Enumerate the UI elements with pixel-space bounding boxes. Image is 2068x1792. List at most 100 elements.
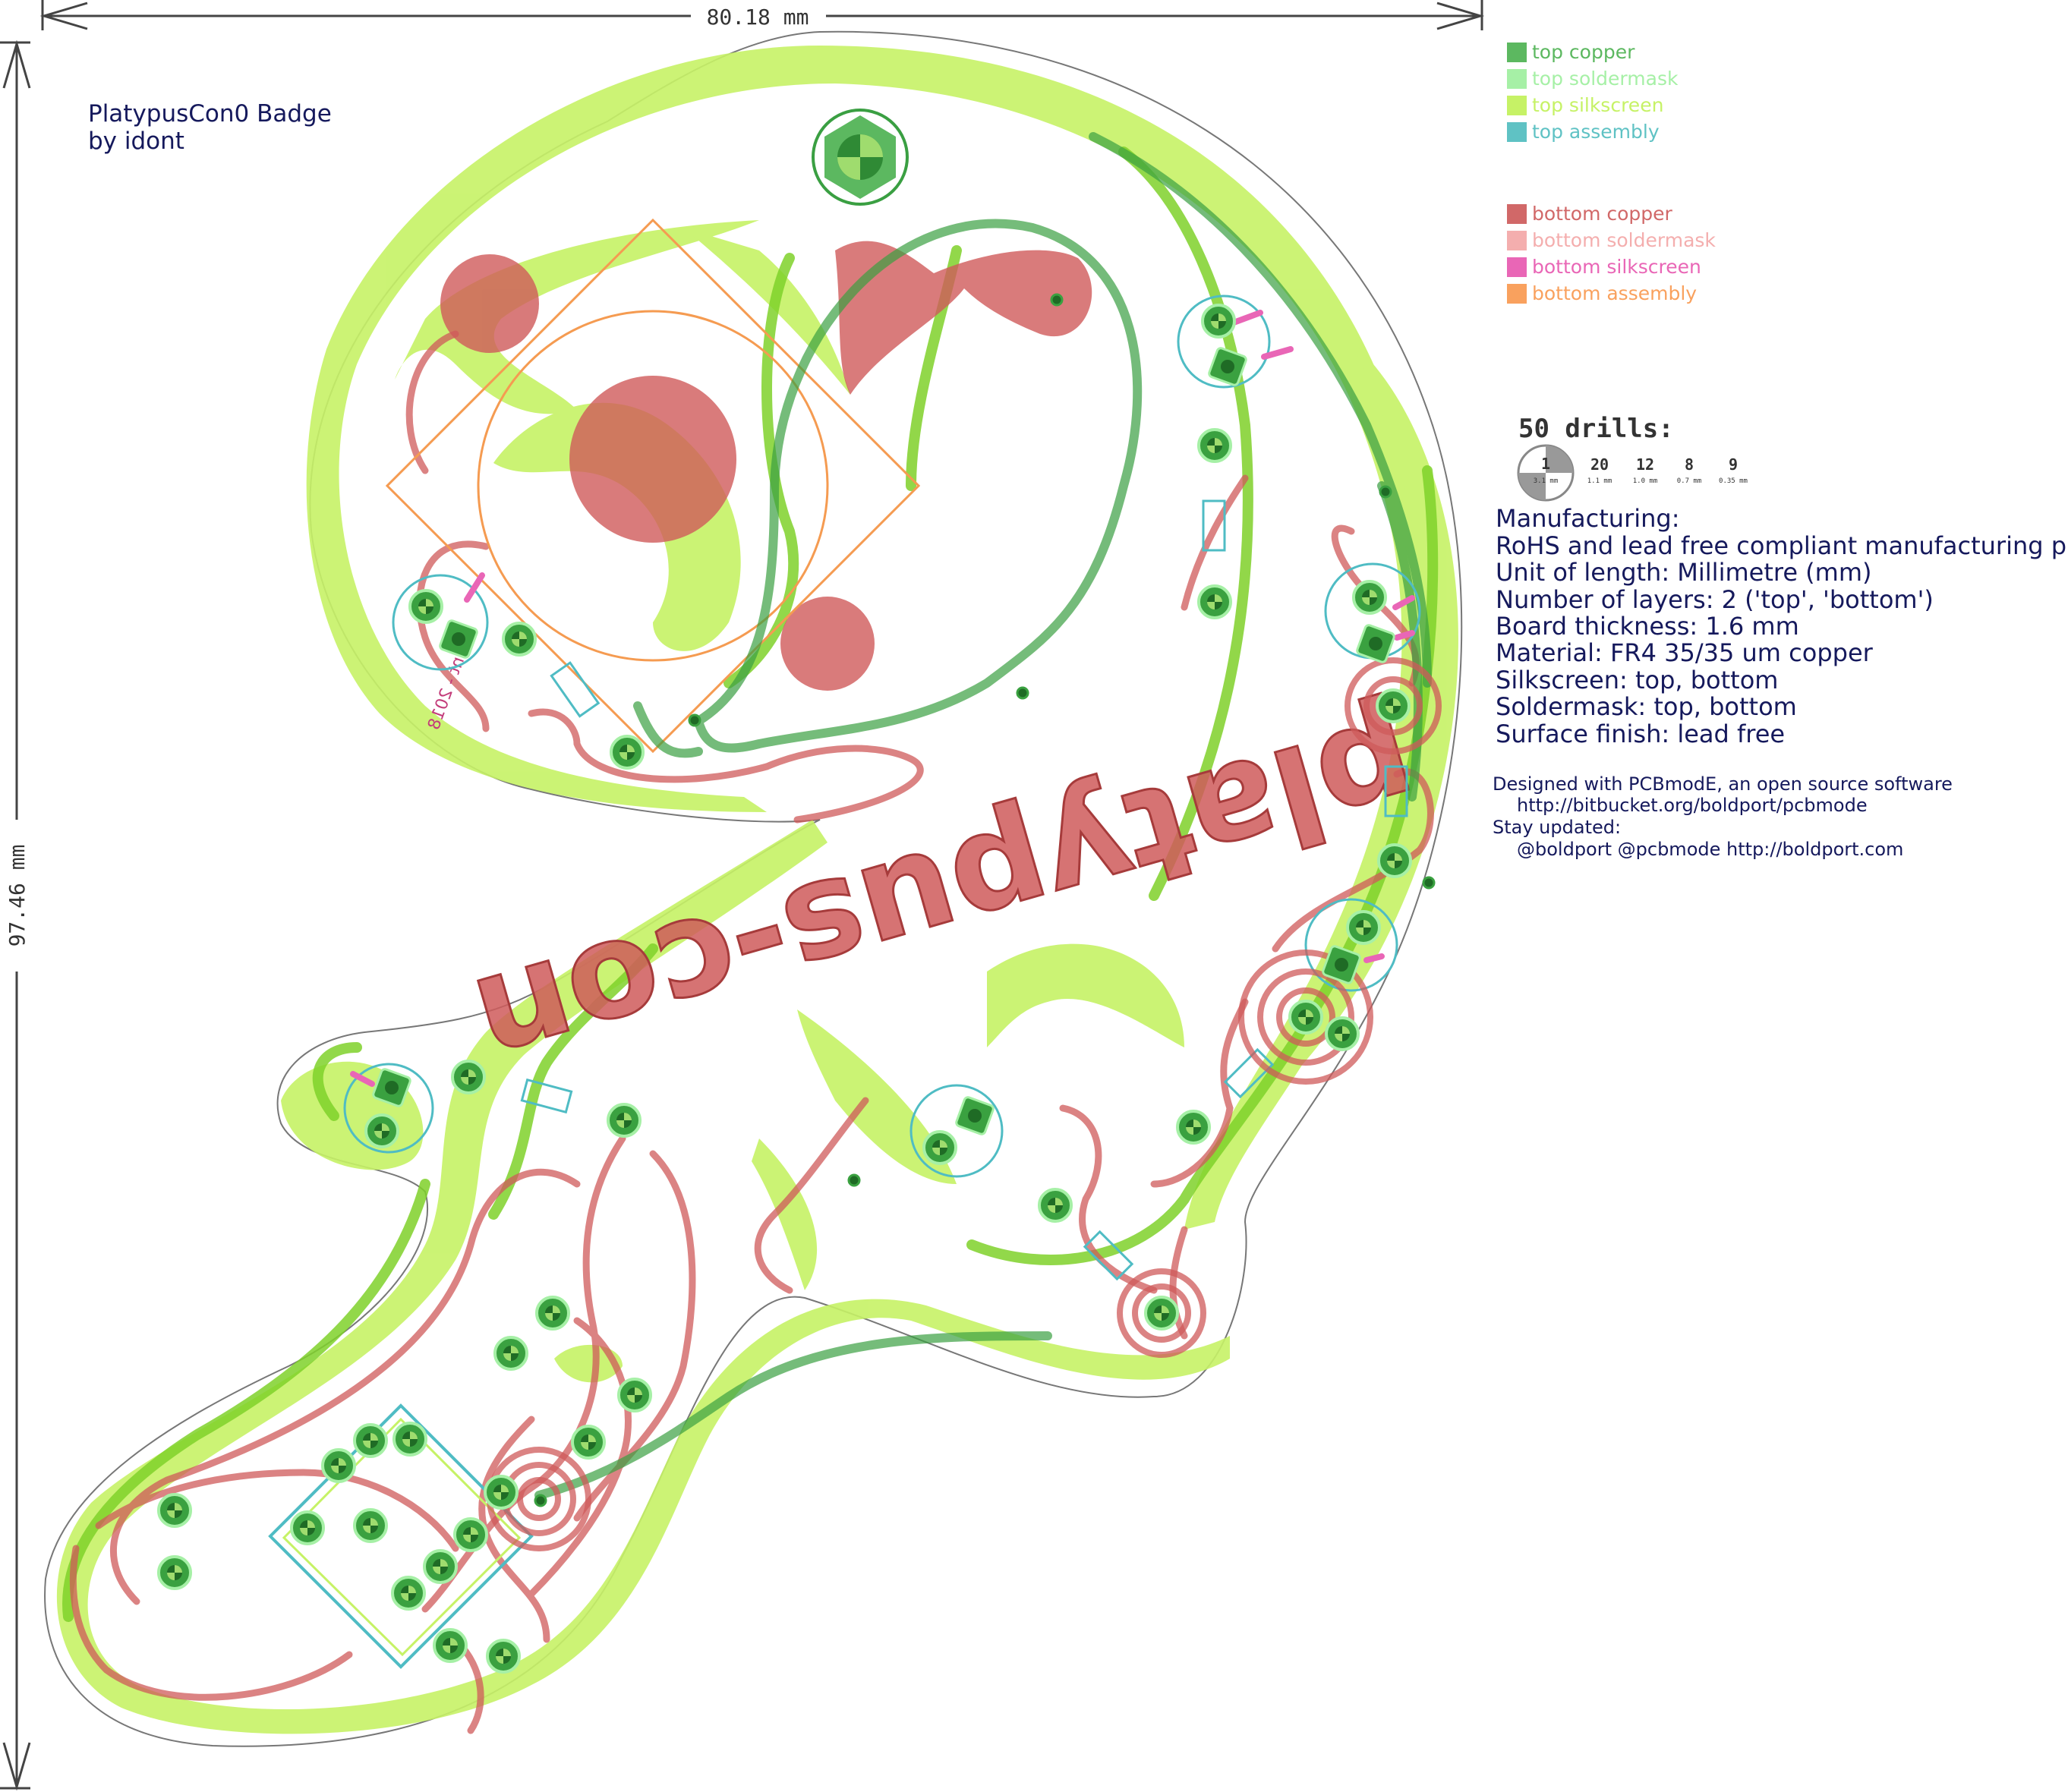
manufacturing-heading: Manufacturing: <box>1496 504 1680 533</box>
design-credits: Designed with PCBmodE, an open source so… <box>1493 773 1953 860</box>
pad <box>1325 1016 1360 1051</box>
manufacturing-line-thickness: Board thickness: 1.6 mm <box>1496 612 1799 641</box>
bottom-assembly-layer <box>385 218 921 754</box>
drill-size-4: 0.7 mm <box>1677 477 1702 485</box>
legend-top-assembly: top assembly <box>1532 121 1660 143</box>
legend-top-silkscreen: top silkscreen <box>1532 94 1663 116</box>
pad <box>157 1555 192 1590</box>
pad <box>157 1493 192 1528</box>
pad <box>353 1423 388 1458</box>
manufacturing-line-soldermask: Soldermask: top, bottom <box>1496 692 1797 721</box>
top-copper-traces <box>534 132 1432 1500</box>
pad <box>484 1475 519 1510</box>
legend-swatch-bottom-soldermask <box>1507 231 1527 250</box>
manufacturing-line-silkscreen: Silkscreen: top, bottom <box>1496 666 1778 694</box>
credits-stay-updated: Stay updated: <box>1493 817 1621 838</box>
drill-count-5: 9 <box>1729 455 1738 474</box>
pad <box>321 1448 356 1483</box>
drill-size-5: 0.35 mm <box>1719 477 1748 485</box>
pad <box>392 1422 427 1457</box>
legend-swatch-top-copper <box>1507 43 1527 62</box>
legend-swatch-top-assembly <box>1507 122 1527 142</box>
pad <box>1197 584 1232 619</box>
legend-swatch-bottom-silkscreen <box>1507 257 1527 277</box>
manufacturing-line-process: RoHS and lead free compliant manufacturi… <box>1496 531 2068 560</box>
legend-bottom-copper: bottom copper <box>1532 203 1673 225</box>
pad <box>502 622 537 657</box>
square-pad-drill <box>1369 637 1382 650</box>
bottom-copper-layer <box>440 241 1092 691</box>
drill-table: 50 drills: 1 3.1 mm 20 1.1 mm 12 1.0 mm … <box>1517 414 1748 502</box>
manufacturing-line-finish: Surface finish: lead free <box>1496 720 1785 748</box>
fiducial-mark <box>812 109 909 206</box>
bottom-copper-traces <box>69 330 1434 1734</box>
pad <box>364 1113 399 1148</box>
drill-count-2: 20 <box>1590 455 1609 474</box>
width-dimension <box>39 0 1485 30</box>
board-title-line1: PlatypusCon0 Badge <box>88 100 332 128</box>
legend-bottom-silkscreen: bottom silkscreen <box>1532 256 1701 278</box>
pad <box>1376 688 1411 723</box>
board-title-line2: by idont <box>88 128 184 155</box>
pad <box>1346 910 1381 945</box>
drill-table-title: 50 drills: <box>1518 414 1674 444</box>
legend: top copper top soldermask top silkscreen… <box>1507 41 1716 304</box>
pad <box>1197 428 1232 463</box>
via <box>847 1173 861 1187</box>
height-dimension-label: 97.46 mm <box>5 845 30 947</box>
pad <box>353 1508 388 1543</box>
pad <box>607 1103 642 1138</box>
credits-contacts: @boldport @pcbmode http://boldport.com <box>1517 839 1903 860</box>
pad <box>571 1425 606 1460</box>
pad <box>453 1517 488 1552</box>
pad <box>391 1576 426 1611</box>
pad <box>1377 843 1412 878</box>
pad <box>408 589 443 624</box>
credits-designed-with: Designed with PCBmodE, an open source so… <box>1493 773 1953 795</box>
square-pad-drill <box>385 1081 399 1094</box>
drill-size-1: 3.1 mm <box>1534 477 1559 485</box>
drill-size-2: 1.1 mm <box>1587 477 1612 485</box>
pad <box>922 1130 957 1165</box>
drill-size-3: 1.0 mm <box>1633 477 1658 485</box>
legend-swatch-bottom-copper <box>1507 204 1527 224</box>
via <box>1016 686 1029 700</box>
pad <box>433 1628 468 1663</box>
pad <box>535 1296 570 1331</box>
square-pad-drill <box>968 1109 982 1123</box>
height-dimension <box>0 39 31 1791</box>
pad <box>486 1639 521 1674</box>
manufacturing-line-layers: Number of layers: 2 ('top', 'bottom') <box>1496 585 1934 614</box>
pad <box>1144 1296 1179 1331</box>
pad <box>493 1336 528 1371</box>
legend-top-soldermask: top soldermask <box>1532 68 1679 90</box>
via <box>1050 293 1064 307</box>
legend-top-copper: top copper <box>1532 41 1635 63</box>
pad <box>1038 1188 1073 1223</box>
pad <box>1176 1110 1211 1145</box>
manufacturing-line-unit: Unit of length: Millimetre (mm) <box>1496 558 1871 587</box>
pad <box>1201 304 1236 339</box>
via <box>534 1494 547 1507</box>
bottom-silkscreen-marks <box>350 310 1415 1087</box>
legend-swatch-top-soldermask <box>1507 69 1527 89</box>
bottom-spiral-rings <box>487 657 1442 1551</box>
manufacturing-line-material: Material: FR4 35/35 um copper <box>1496 638 1874 667</box>
manufacturing-notes: Manufacturing: RoHS and lead free compli… <box>1496 504 2068 748</box>
credits-url: http://bitbucket.org/boldport/pcbmode <box>1517 795 1868 816</box>
via <box>688 713 701 727</box>
pad <box>1352 580 1387 615</box>
pad <box>617 1378 652 1412</box>
via <box>1422 876 1436 890</box>
square-pad-drill <box>452 632 465 646</box>
pad <box>423 1549 458 1584</box>
via <box>1379 485 1392 499</box>
drill-count-4: 8 <box>1685 455 1694 474</box>
square-pad-drill <box>1335 958 1348 972</box>
pad <box>451 1060 486 1094</box>
pad <box>610 735 645 770</box>
legend-swatch-top-silkscreen <box>1507 96 1527 115</box>
legend-bottom-soldermask: bottom soldermask <box>1532 229 1716 251</box>
drill-count-3: 12 <box>1636 455 1654 474</box>
